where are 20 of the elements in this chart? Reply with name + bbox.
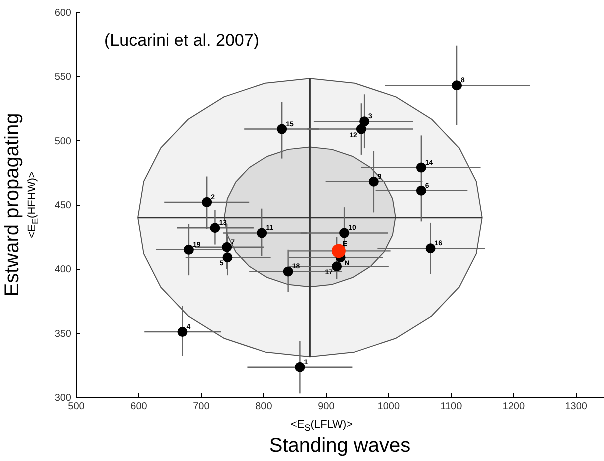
y-tick-label: 400 bbox=[54, 264, 72, 276]
x-tick-label: 700 bbox=[193, 402, 210, 412]
x-tick-label: 500 bbox=[68, 402, 86, 412]
x-tick-label: 900 bbox=[318, 402, 336, 412]
text: <E$_{S}$(LFLW)> bbox=[290, 418, 354, 436]
annotation: (Lucarini et al. 2007) bbox=[104, 31, 260, 50]
x-tick-label: 1200 bbox=[502, 402, 526, 412]
x-tick-label: 1300 bbox=[565, 402, 588, 412]
x-tick-label: 1100 bbox=[440, 402, 463, 412]
x-tick-label: 1000 bbox=[378, 402, 400, 412]
x-axis-title: Standing waves bbox=[269, 434, 411, 459]
y-tick-label: 350 bbox=[54, 328, 72, 340]
y-tick-label: 600 bbox=[54, 8, 72, 19]
y-tick-label: 550 bbox=[54, 72, 72, 84]
y-axis-title: Estward propagating bbox=[0, 112, 25, 296]
x-tick-label: 800 bbox=[256, 402, 273, 412]
x-tick-label: 600 bbox=[130, 402, 148, 412]
y-tick-label: 450 bbox=[54, 200, 72, 212]
y-tick-label: 500 bbox=[54, 136, 72, 148]
y-tick-label: 300 bbox=[54, 393, 72, 404]
